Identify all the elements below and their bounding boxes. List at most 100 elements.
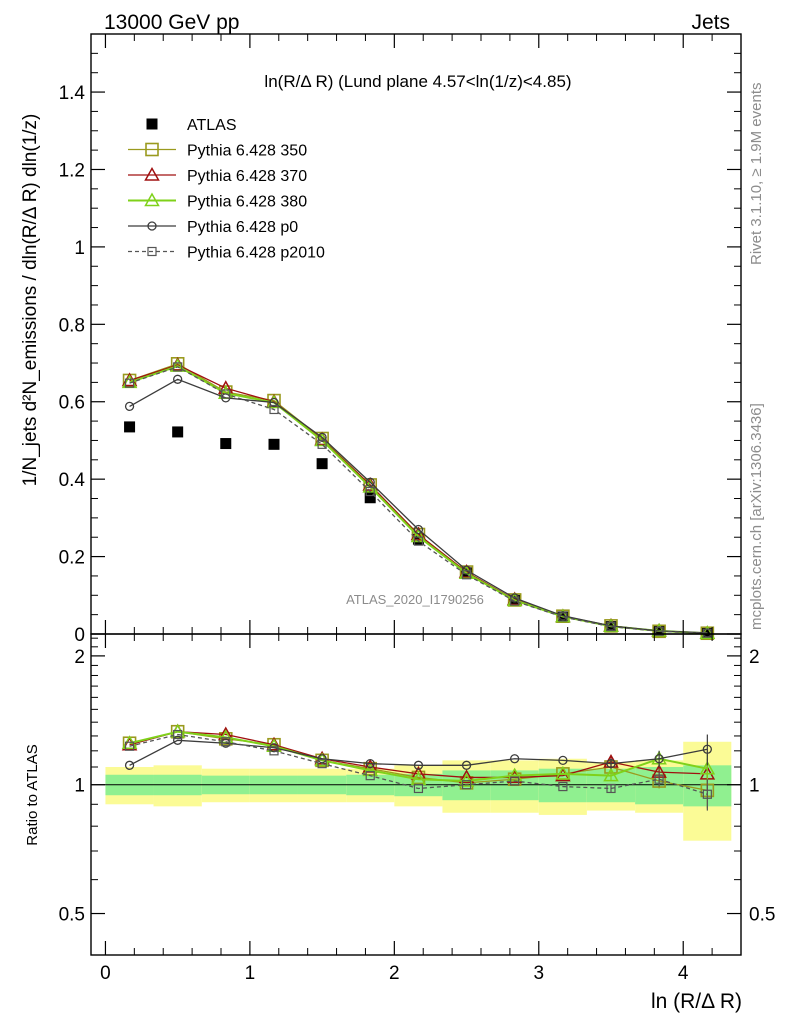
data-point [654, 626, 664, 636]
ratio-data-point [461, 760, 472, 770]
y-tick-label: 0.6 [59, 393, 85, 414]
ratio-y-tick-label-right: 0.5 [749, 905, 775, 926]
data-point [317, 439, 327, 449]
data-point [702, 628, 712, 638]
ratio-data-point [173, 735, 183, 745]
data-point [558, 612, 568, 622]
ratio-data-point [413, 783, 424, 794]
y-tick-label: 1 [74, 238, 85, 259]
y-tick-label: 0.8 [59, 315, 85, 336]
ratio-data-point [365, 758, 375, 769]
data-point [124, 401, 135, 412]
ratio-data-point [654, 754, 664, 764]
ratio-y-tick-label: 0.5 [59, 905, 85, 926]
ratio-data-point [558, 781, 568, 792]
ratio-panel: 0.5 0.51 12 20 1 2 3 4 [59, 34, 775, 984]
data-point [364, 492, 376, 504]
y-tick-label: 1.2 [59, 160, 85, 181]
data-point [510, 596, 520, 606]
data-point [365, 486, 375, 497]
ratio-data-point [702, 744, 712, 754]
series-line [129, 366, 708, 634]
ratio-data-point [510, 754, 520, 764]
x-tick-label: 1 [245, 963, 256, 984]
data-point [221, 389, 231, 399]
header-right-label: Jets [691, 11, 730, 34]
data-point [172, 426, 184, 438]
ratio-data-point [654, 774, 664, 784]
y-tick-label: 0 [74, 625, 85, 646]
data-point [413, 536, 424, 546]
data-point [173, 374, 183, 384]
y-tick-label: 1.4 [59, 83, 86, 104]
data-point [268, 438, 280, 450]
data-point [124, 378, 135, 388]
ratio-y-tick-label: 1 [74, 776, 85, 797]
main-panel: 0 0.2 0.4 0.6 0.8 1 1.2 1.4 [59, 33, 742, 646]
ratio-series-line [129, 733, 708, 795]
data-point [365, 477, 375, 487]
ratio-data-point [317, 759, 327, 769]
ratio-data-point [699, 760, 716, 775]
data-point [461, 570, 472, 580]
legend-label: Pythia 6.428 p0 [187, 219, 298, 236]
ratio-data-point [510, 776, 520, 786]
ratio-data-point [124, 741, 135, 751]
ratio-frame [90, 633, 742, 956]
legend-marker [147, 221, 157, 231]
data-point [124, 421, 136, 433]
rivet-label: Rivet 3.1.10, ≥ 1.9M events [748, 83, 765, 266]
ratio-data-point [606, 783, 616, 794]
x-tick-label: 0 [100, 963, 111, 984]
header-left-label: 13000 GeV pp [104, 11, 239, 34]
legend-marker [144, 166, 160, 181]
ratio-data-point [221, 737, 231, 747]
data-point [269, 397, 279, 408]
x-tick-label: 3 [533, 963, 544, 984]
watermark-label: ATLAS_2020_I1790256 [346, 592, 484, 607]
ratio-y-axis-label: Ratio to ATLAS [24, 744, 41, 845]
ratio-data-point [603, 767, 619, 782]
legend-label: Pythia 6.428 p2010 [187, 245, 325, 262]
data-point [606, 622, 616, 632]
ratio-data-point [317, 754, 327, 764]
ratio-y-tick-label: 2 [74, 647, 85, 668]
x-tick-label: 4 [678, 963, 689, 984]
ratio-y-tick-label-right: 2 [749, 647, 760, 668]
data-point [269, 404, 279, 415]
x-axis-label: ln (R/Δ R) [651, 990, 742, 1013]
legend-marker [147, 246, 157, 257]
ratio-data-point [365, 771, 375, 781]
ratio-data-point [173, 729, 183, 740]
ratio-data-point [413, 760, 424, 770]
y-tick-label: 0.4 [59, 470, 86, 491]
data-point [316, 458, 328, 470]
main-y-axis-label: 1/N_jets d²N_emissions / dln(R/Δ R) dln(… [20, 114, 41, 487]
legend-marker [146, 118, 158, 130]
mcplots-label: mcplots.cern.ch [arXiv:1306.3436] [748, 403, 765, 630]
ratio-data-point [558, 755, 568, 766]
legend-marker [145, 142, 159, 157]
data-point [461, 565, 472, 575]
x-tick-label: 2 [389, 963, 400, 984]
legend-label: ATLAS [187, 117, 237, 134]
legend-marker [144, 192, 160, 207]
ratio-data-point [461, 780, 472, 790]
legend-label: Pythia 6.428 380 [187, 194, 307, 211]
ratio-data-point [458, 769, 475, 784]
ratio-data-point [269, 746, 279, 756]
legend-label: Pythia 6.428 370 [187, 168, 307, 185]
ratio-data-point [124, 760, 135, 770]
ratio-y-tick-label-right: 1 [749, 776, 760, 797]
y-tick-label: 0.2 [59, 548, 85, 569]
data-point [220, 438, 232, 450]
plot-title: ln(R/Δ R) (Lund plane 4.57<ln(1/z)<4.85) [264, 72, 571, 91]
data-point [317, 432, 327, 443]
ratio-data-point [606, 758, 616, 769]
legend: ATLAS Pythia 6.428 350 Pythia 6.428 370 Pyt… [128, 117, 325, 262]
legend-label: Pythia 6.428 350 [187, 143, 307, 160]
data-point [173, 362, 183, 372]
ratio-data-point [555, 765, 571, 780]
data-point [413, 524, 424, 535]
